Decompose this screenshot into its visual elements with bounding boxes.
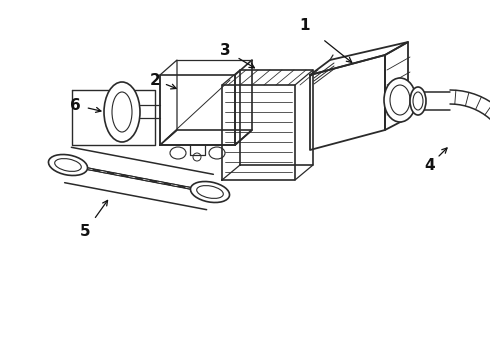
Ellipse shape [191,181,229,202]
Ellipse shape [49,154,88,175]
Text: 5: 5 [80,225,90,239]
Text: 3: 3 [220,42,230,58]
Text: 4: 4 [425,158,435,172]
Text: 2: 2 [149,72,160,87]
Ellipse shape [104,82,140,142]
Ellipse shape [384,78,416,122]
Text: 6: 6 [70,98,80,112]
Ellipse shape [410,87,426,115]
Text: 1: 1 [300,18,310,32]
